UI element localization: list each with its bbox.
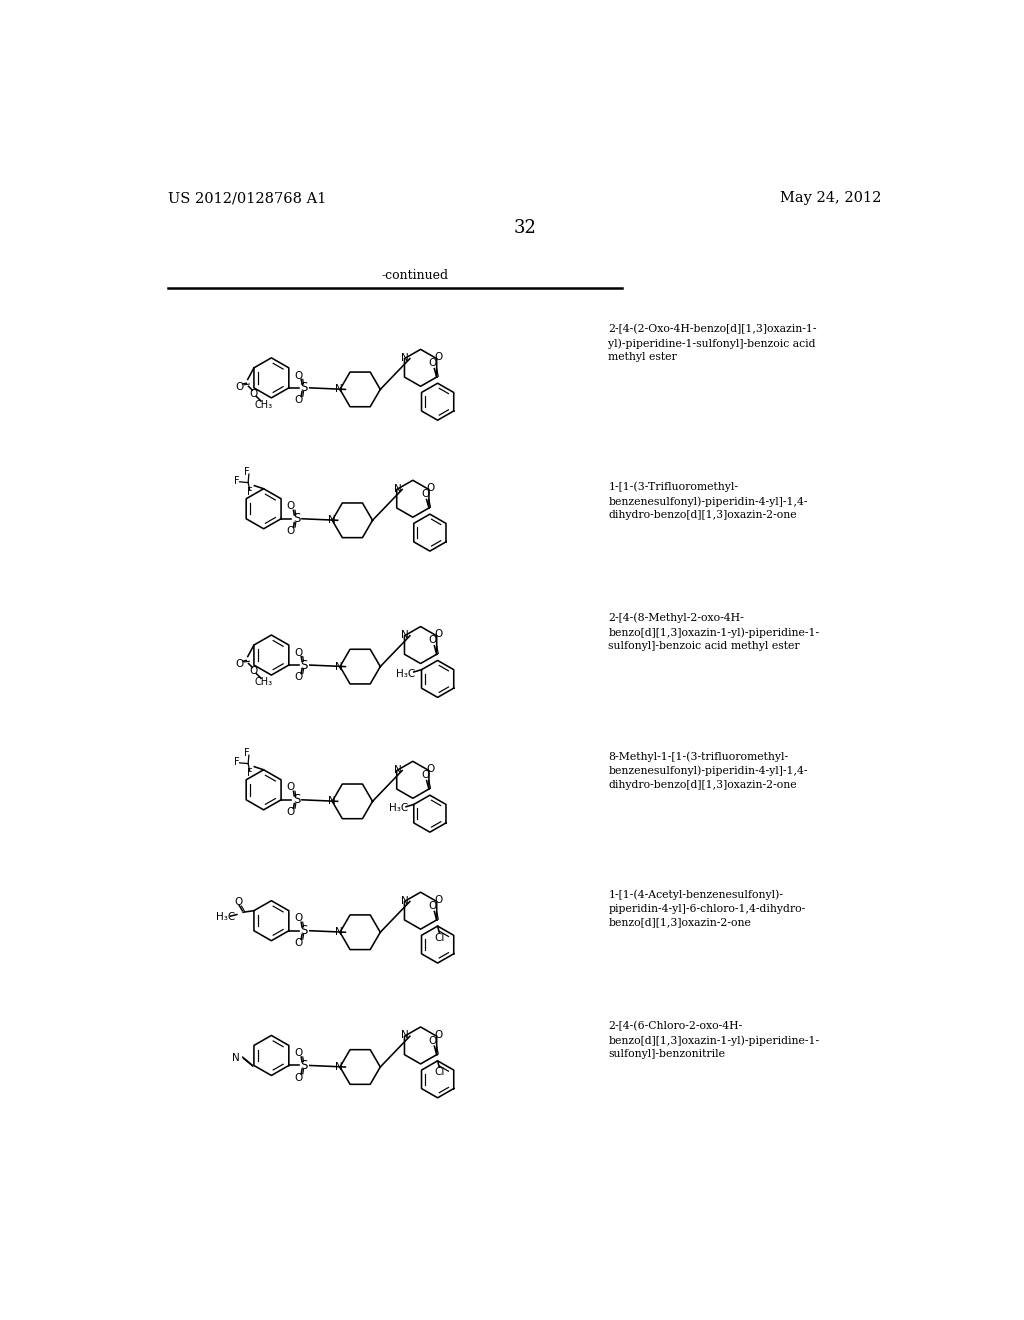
Text: S: S xyxy=(301,924,308,937)
Text: F: F xyxy=(247,768,253,777)
Text: US 2012/0128768 A1: US 2012/0128768 A1 xyxy=(168,191,327,206)
Text: O: O xyxy=(421,490,429,499)
Text: N: N xyxy=(401,352,410,363)
Text: 8-Methyl-1-[1-(3-trifluoromethyl-
benzenesulfonyl)-piperidin-4-yl]-1,4-
dihydro-: 8-Methyl-1-[1-(3-trifluoromethyl- benzen… xyxy=(608,751,808,789)
Text: O: O xyxy=(294,913,302,924)
Text: N: N xyxy=(335,1063,343,1072)
Text: O: O xyxy=(426,483,434,492)
Text: O: O xyxy=(236,381,244,392)
Text: O: O xyxy=(429,1036,437,1045)
Text: O: O xyxy=(287,783,295,792)
Text: O: O xyxy=(236,659,244,669)
Text: N: N xyxy=(232,1053,240,1063)
Text: CH₃: CH₃ xyxy=(254,400,272,409)
Text: N: N xyxy=(393,764,401,775)
Text: N: N xyxy=(328,515,335,525)
Text: O: O xyxy=(421,770,429,780)
Text: F: F xyxy=(247,487,253,496)
Text: S: S xyxy=(301,1059,308,1072)
Text: 1-[1-(3-Trifluoromethyl-
benzenesulfonyl)-piperidin-4-yl]-1,4-
dihydro-benzo[d][: 1-[1-(3-Trifluoromethyl- benzenesulfonyl… xyxy=(608,482,808,520)
Text: F: F xyxy=(234,758,240,767)
Text: O: O xyxy=(294,672,302,682)
Text: O: O xyxy=(434,895,442,906)
Text: O: O xyxy=(287,807,295,817)
Text: 2-[4-(6-Chloro-2-oxo-4H-
benzo[d][1,3]oxazin-1-yl)-piperidine-1-
sulfonyl]-benzo: 2-[4-(6-Chloro-2-oxo-4H- benzo[d][1,3]ox… xyxy=(608,1020,819,1059)
Text: O: O xyxy=(434,630,442,639)
Text: O: O xyxy=(249,389,257,399)
Text: Cl: Cl xyxy=(435,1068,445,1077)
Text: 32: 32 xyxy=(513,219,537,236)
Text: O: O xyxy=(426,764,434,774)
Text: CH₃: CH₃ xyxy=(254,677,272,686)
Text: O: O xyxy=(429,902,437,911)
Text: O: O xyxy=(234,898,243,907)
Text: O: O xyxy=(287,527,295,536)
Text: O: O xyxy=(429,635,437,645)
Text: S: S xyxy=(301,659,308,672)
Text: S: S xyxy=(293,793,300,807)
Text: 1-[1-(4-Acetyl-benzenesulfonyl)-
piperidin-4-yl]-6-chloro-1,4-dihydro-
benzo[d][: 1-[1-(4-Acetyl-benzenesulfonyl)- piperid… xyxy=(608,890,806,928)
Text: N: N xyxy=(393,483,401,494)
Text: O: O xyxy=(249,667,257,676)
Text: O: O xyxy=(294,1048,302,1059)
Text: F: F xyxy=(234,477,240,486)
Text: O: O xyxy=(287,502,295,511)
Text: O: O xyxy=(294,1073,302,1082)
Text: H₃C: H₃C xyxy=(389,804,408,813)
Text: N: N xyxy=(401,1031,410,1040)
Text: N: N xyxy=(401,896,410,906)
Text: O: O xyxy=(294,371,302,380)
Text: Cl: Cl xyxy=(435,933,445,942)
Text: S: S xyxy=(293,512,300,525)
Text: 2-[4-(8-Methyl-2-oxo-4H-
benzo[d][1,3]oxazin-1-yl)-piperidine-1-
sulfonyl]-benzo: 2-[4-(8-Methyl-2-oxo-4H- benzo[d][1,3]ox… xyxy=(608,612,819,651)
Text: O: O xyxy=(429,358,437,368)
Text: O: O xyxy=(294,395,302,405)
Text: 2-[4-(2-Oxo-4H-benzo[d][1,3]oxazin-1-
yl)-piperidine-1-sulfonyl]-benzoic acid
me: 2-[4-(2-Oxo-4H-benzo[d][1,3]oxazin-1- yl… xyxy=(608,323,817,362)
Text: N: N xyxy=(401,630,410,640)
Text: N: N xyxy=(335,384,343,395)
Text: O: O xyxy=(294,648,302,657)
Text: O: O xyxy=(294,939,302,948)
Text: H₃C: H₃C xyxy=(396,668,416,678)
Text: N: N xyxy=(335,927,343,937)
Text: O: O xyxy=(434,1030,442,1040)
Text: F: F xyxy=(244,467,250,477)
Text: S: S xyxy=(301,381,308,395)
Text: O: O xyxy=(434,352,442,362)
Text: -continued: -continued xyxy=(381,269,449,282)
Text: N: N xyxy=(335,661,343,672)
Text: F: F xyxy=(244,748,250,758)
Text: H₃C: H₃C xyxy=(216,912,234,921)
Text: May 24, 2012: May 24, 2012 xyxy=(780,191,882,206)
Text: N: N xyxy=(328,796,335,807)
